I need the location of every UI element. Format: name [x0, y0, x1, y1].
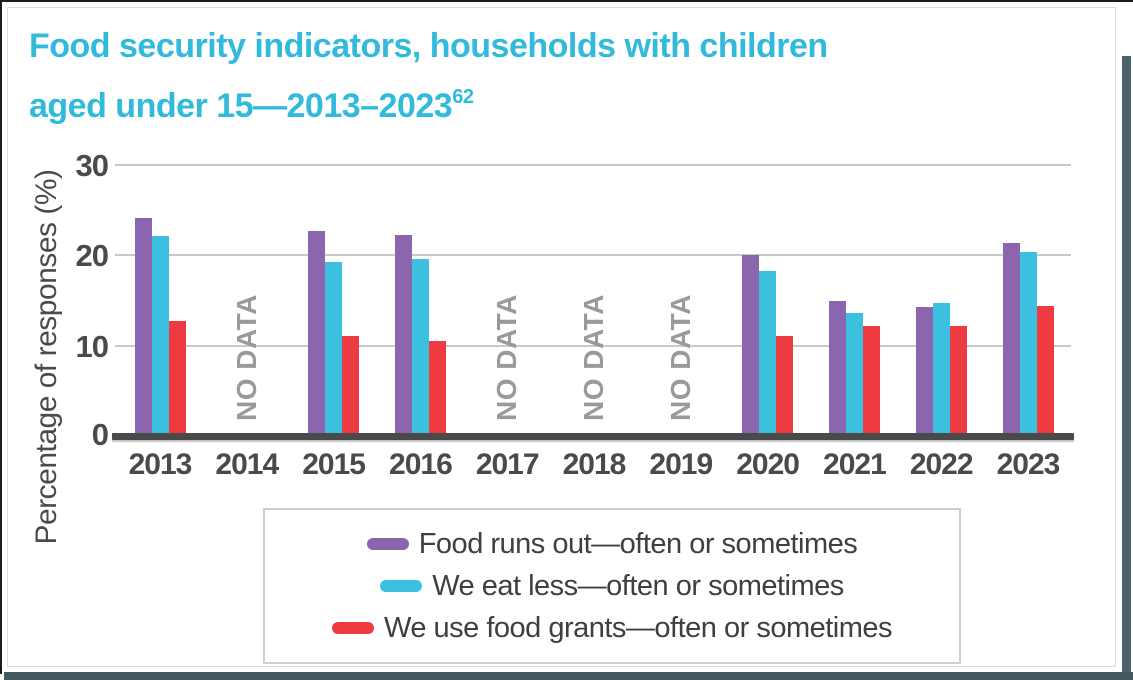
gridline-20	[115, 254, 1071, 256]
x-tick-2022: 2022	[909, 448, 974, 481]
bar-2023-we-eat-less	[1019, 252, 1037, 436]
legend-label-we-eat-less: We eat less—often or sometimes	[432, 569, 844, 602]
x-tick-2020: 2020	[736, 448, 800, 481]
page-edge-top	[0, 0, 1133, 2]
y-tick-20: 20	[75, 238, 109, 273]
bar-2022-we-use-food-grants	[949, 325, 967, 436]
x-tick-2013: 2013	[128, 448, 193, 481]
bar-2015-we-use-food-grants	[342, 336, 360, 436]
x-tick-2016: 2016	[389, 448, 453, 481]
x-tick-2017: 2017	[475, 448, 540, 481]
x-tick-2015: 2015	[302, 448, 366, 481]
no-data-label-2014: NO DATA	[230, 294, 262, 421]
legend-label-food-runs-out: Food runs out—often or sometimes	[418, 527, 858, 560]
y-tick-0: 0	[91, 417, 109, 452]
x-tick-2021: 2021	[823, 448, 887, 481]
legend-item-we-use-food-grants: We use food grants—often or sometimes	[331, 611, 893, 645]
page-edge-right	[1122, 56, 1131, 680]
legend-item-we-eat-less: We eat less—often or sometimes	[380, 570, 844, 603]
chart-title-line1: Food security indicators, households wit…	[29, 27, 828, 65]
x-tick-2023: 2023	[996, 448, 1061, 481]
no-data-label-2018: NO DATA	[578, 294, 609, 421]
gridline-30	[115, 163, 1071, 166]
chart-title: Food security indicators, households wit…	[29, 21, 828, 132]
bar-2016-we-eat-less	[411, 258, 429, 436]
footnote-reference: 62	[452, 86, 474, 108]
legend-swatch-we-use-food-grants	[331, 622, 374, 634]
x-tick-2019: 2019	[649, 448, 713, 481]
bar-2016-food-runs-out	[394, 235, 412, 436]
legend-swatch-food-runs-out	[366, 538, 409, 550]
bar-2013-we-use-food-grants	[168, 321, 186, 436]
bar-2023-food-runs-out	[1002, 243, 1020, 436]
x-tick-2014: 2014	[215, 448, 279, 481]
bar-2020-we-use-food-grants	[776, 335, 794, 436]
bar-2023-we-use-food-grants	[1036, 305, 1054, 436]
page-edge-left	[0, 0, 2, 674]
bar-2016-we-use-food-grants	[428, 340, 446, 436]
page-edge-bottom	[4, 672, 1133, 680]
y-tick-10: 10	[75, 328, 109, 364]
y-tick-30: 30	[75, 147, 109, 183]
legend-swatch-we-eat-less	[380, 580, 423, 592]
bar-2021-food-runs-out	[828, 301, 846, 436]
bar-2013-food-runs-out	[134, 217, 152, 436]
bar-2022-food-runs-out	[915, 306, 933, 436]
bar-2013-we-eat-less	[151, 235, 169, 436]
bar-2015-food-runs-out	[308, 231, 326, 436]
no-data-label-2019: NO DATA	[664, 294, 696, 421]
gridline-10	[115, 344, 1071, 347]
legend-label-we-use-food-grants: We use food grants—often or sometimes	[383, 611, 893, 644]
chart-title-line2: aged under 15—2013–202362	[29, 86, 474, 125]
legend-item-food-runs-out: Food runs out—often or sometimes	[366, 527, 858, 561]
no-data-label-2017: NO DATA	[491, 294, 523, 421]
bar-2021-we-eat-less	[845, 312, 863, 436]
x-axis-baseline	[112, 432, 1074, 440]
bar-2020-we-eat-less	[759, 271, 777, 436]
chart-legend: Food runs out—often or sometimes We eat l…	[263, 508, 961, 664]
bar-2021-we-use-food-grants	[862, 325, 880, 436]
bar-2020-food-runs-out	[742, 255, 760, 436]
x-tick-2018: 2018	[562, 448, 627, 481]
bar-2022-we-eat-less	[932, 302, 950, 436]
bar-2015-we-eat-less	[325, 262, 343, 436]
